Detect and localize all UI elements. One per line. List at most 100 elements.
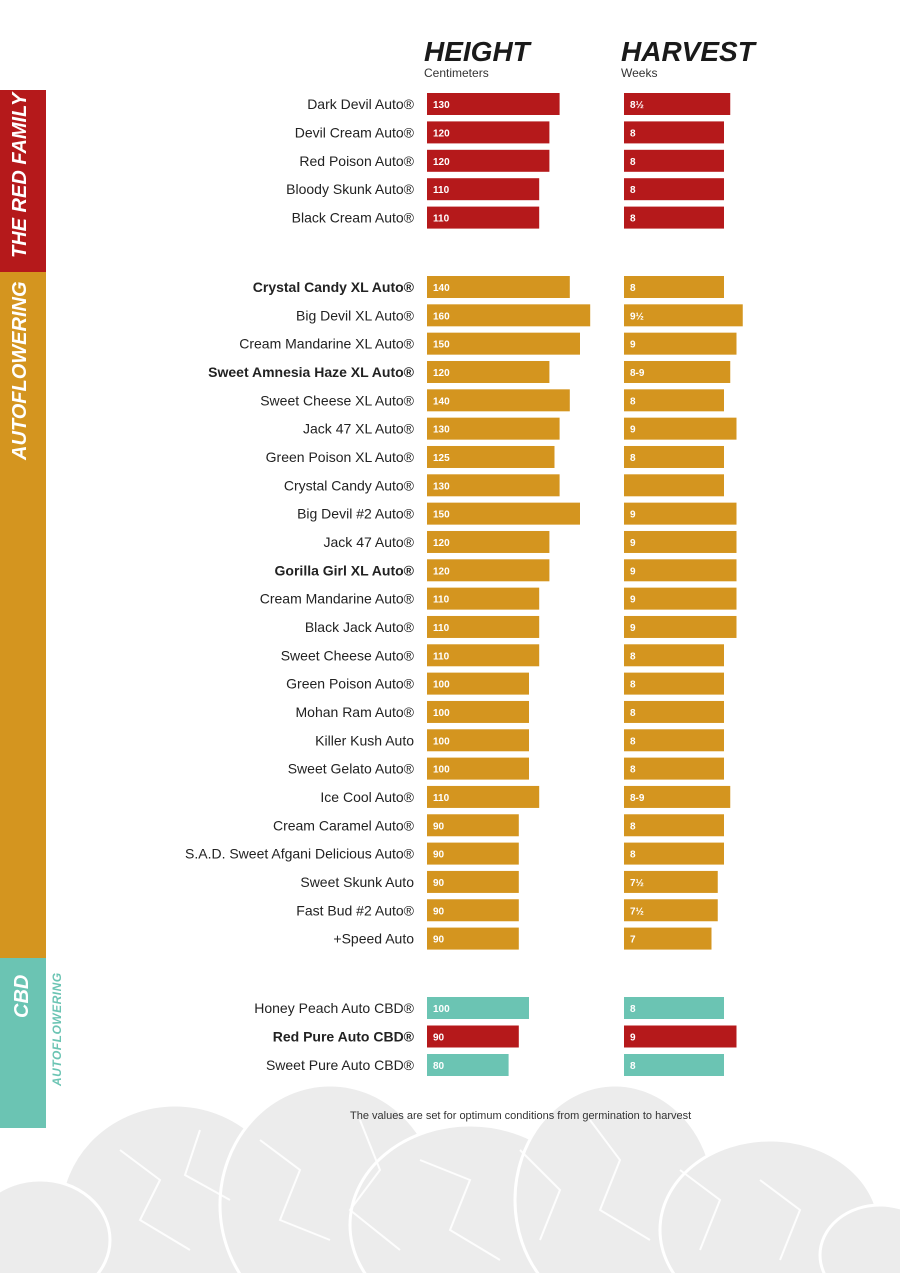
height-value-label: 130 (433, 481, 450, 492)
strain-label: Cream Mandarine XL Auto® (239, 336, 414, 352)
height-unit: Centimeters (424, 66, 489, 80)
strain-label: Sweet Amnesia Haze XL Auto® (208, 364, 415, 380)
harvest-value-label: 8 (630, 821, 636, 832)
harvest-bar (624, 672, 724, 695)
harvest-value-label: 8½ (630, 100, 644, 111)
strain-label: Big Devil #2 Auto® (297, 506, 415, 522)
height-title: HEIGHT (424, 36, 530, 67)
harvest-bar (624, 304, 743, 327)
height-value-label: 150 (433, 340, 450, 351)
height-value-label: 100 (433, 765, 450, 776)
height-bar (427, 304, 591, 327)
height-value-label: 110 (433, 595, 450, 606)
height-bar (427, 1025, 519, 1048)
strain-label: Crystal Candy Auto® (284, 477, 415, 493)
harvest-value-label: 8 (630, 1004, 636, 1015)
strain-label: Jack 47 Auto® (324, 534, 415, 550)
harvest-bar (624, 502, 737, 525)
height-value-label: 110 (433, 793, 450, 804)
harvest-value-label: 8 (630, 128, 636, 139)
strain-label: Fast Bud #2 Auto® (296, 902, 414, 918)
harvest-bar (624, 121, 724, 144)
band-cbd: CBD (0, 958, 46, 1128)
strain-label: Devil Cream Auto® (295, 124, 415, 140)
harvest-value-label: 8 (630, 283, 636, 294)
height-bar (427, 700, 529, 723)
strain-label: Jack 47 XL Auto® (303, 421, 415, 437)
height-bar (427, 389, 570, 412)
harvest-bar (624, 93, 731, 115)
height-value-label: 100 (433, 680, 450, 691)
strain-label: Black Cream Auto® (292, 210, 415, 226)
height-bar (427, 276, 570, 298)
height-bar (427, 332, 580, 355)
height-bar (427, 899, 519, 922)
harvest-unit: Weeks (621, 66, 658, 80)
strain-label: Mohan Ram Auto® (296, 704, 415, 720)
harvest-bar (624, 997, 724, 1019)
harvest-value-label: 7½ (630, 906, 644, 917)
harvest-value-label: 8 (630, 680, 636, 691)
height-value-label: 110 (433, 623, 450, 634)
height-bar (427, 757, 529, 780)
harvest-bar (624, 1054, 724, 1076)
strain-label: Black Jack Auto® (305, 619, 415, 635)
harvest-bar (624, 615, 737, 638)
height-bar (427, 206, 540, 229)
strain-label: Honey Peach Auto CBD® (254, 1000, 414, 1016)
footnote: The values are set for optimum condition… (350, 1110, 692, 1122)
harvest-bar (624, 644, 724, 667)
height-value-label: 90 (433, 1033, 445, 1044)
height-value-label: 125 (433, 453, 450, 464)
height-value-label: 130 (433, 425, 450, 436)
harvest-value-label: 9 (630, 623, 636, 634)
height-bar (427, 927, 519, 950)
height-bar (427, 178, 540, 201)
height-bar (427, 672, 529, 695)
harvest-value-label: 9 (630, 425, 636, 436)
strain-label: Killer Kush Auto (315, 732, 414, 748)
harvest-bar (624, 149, 724, 172)
harvest-value-label: 7 (630, 935, 636, 946)
harvest-value-label: 8-9 (630, 793, 645, 804)
strain-label: Crystal Candy XL Auto® (253, 279, 415, 295)
harvest-bar (624, 587, 737, 610)
height-bar (427, 559, 550, 582)
strain-label: S.A.D. Sweet Afgani Delicious Auto® (185, 846, 415, 862)
harvest-bar (624, 785, 731, 808)
harvest-value-label: 9 (630, 340, 636, 351)
strain-label: Cream Caramel Auto® (273, 817, 415, 833)
height-bar (427, 842, 519, 865)
height-value-label: 90 (433, 935, 445, 946)
harvest-bar (624, 927, 712, 950)
height-bar (427, 785, 540, 808)
harvest-value-label: 8 (630, 708, 636, 719)
harvest-bar (624, 1025, 737, 1048)
band-red-family: THE RED FAMILY (0, 90, 46, 272)
harvest-bar (624, 276, 724, 298)
harvest-bar (624, 474, 724, 497)
harvest-value-label: 9 (630, 538, 636, 549)
harvest-title: HARVEST (621, 36, 755, 67)
height-bar (427, 149, 550, 172)
height-value-label: 110 (433, 651, 450, 662)
harvest-value-label: 8 (630, 651, 636, 662)
strain-label: Bloody Skunk Auto® (286, 181, 415, 197)
harvest-bar (624, 842, 724, 865)
height-value-label: 120 (433, 368, 450, 379)
height-value-label: 120 (433, 566, 450, 577)
height-bar (427, 814, 519, 837)
harvest-value-label: 9 (630, 510, 636, 521)
height-value-label: 80 (433, 1061, 445, 1072)
height-value-label: 90 (433, 850, 445, 861)
height-value-label: 100 (433, 736, 450, 747)
height-bar (427, 445, 555, 468)
height-value-label: 100 (433, 708, 450, 719)
height-value-label: 160 (433, 311, 450, 322)
harvest-bar (624, 445, 724, 468)
harvest-bar (624, 360, 731, 383)
harvest-value-label: 9 (630, 595, 636, 606)
height-value-label: 90 (433, 821, 445, 832)
